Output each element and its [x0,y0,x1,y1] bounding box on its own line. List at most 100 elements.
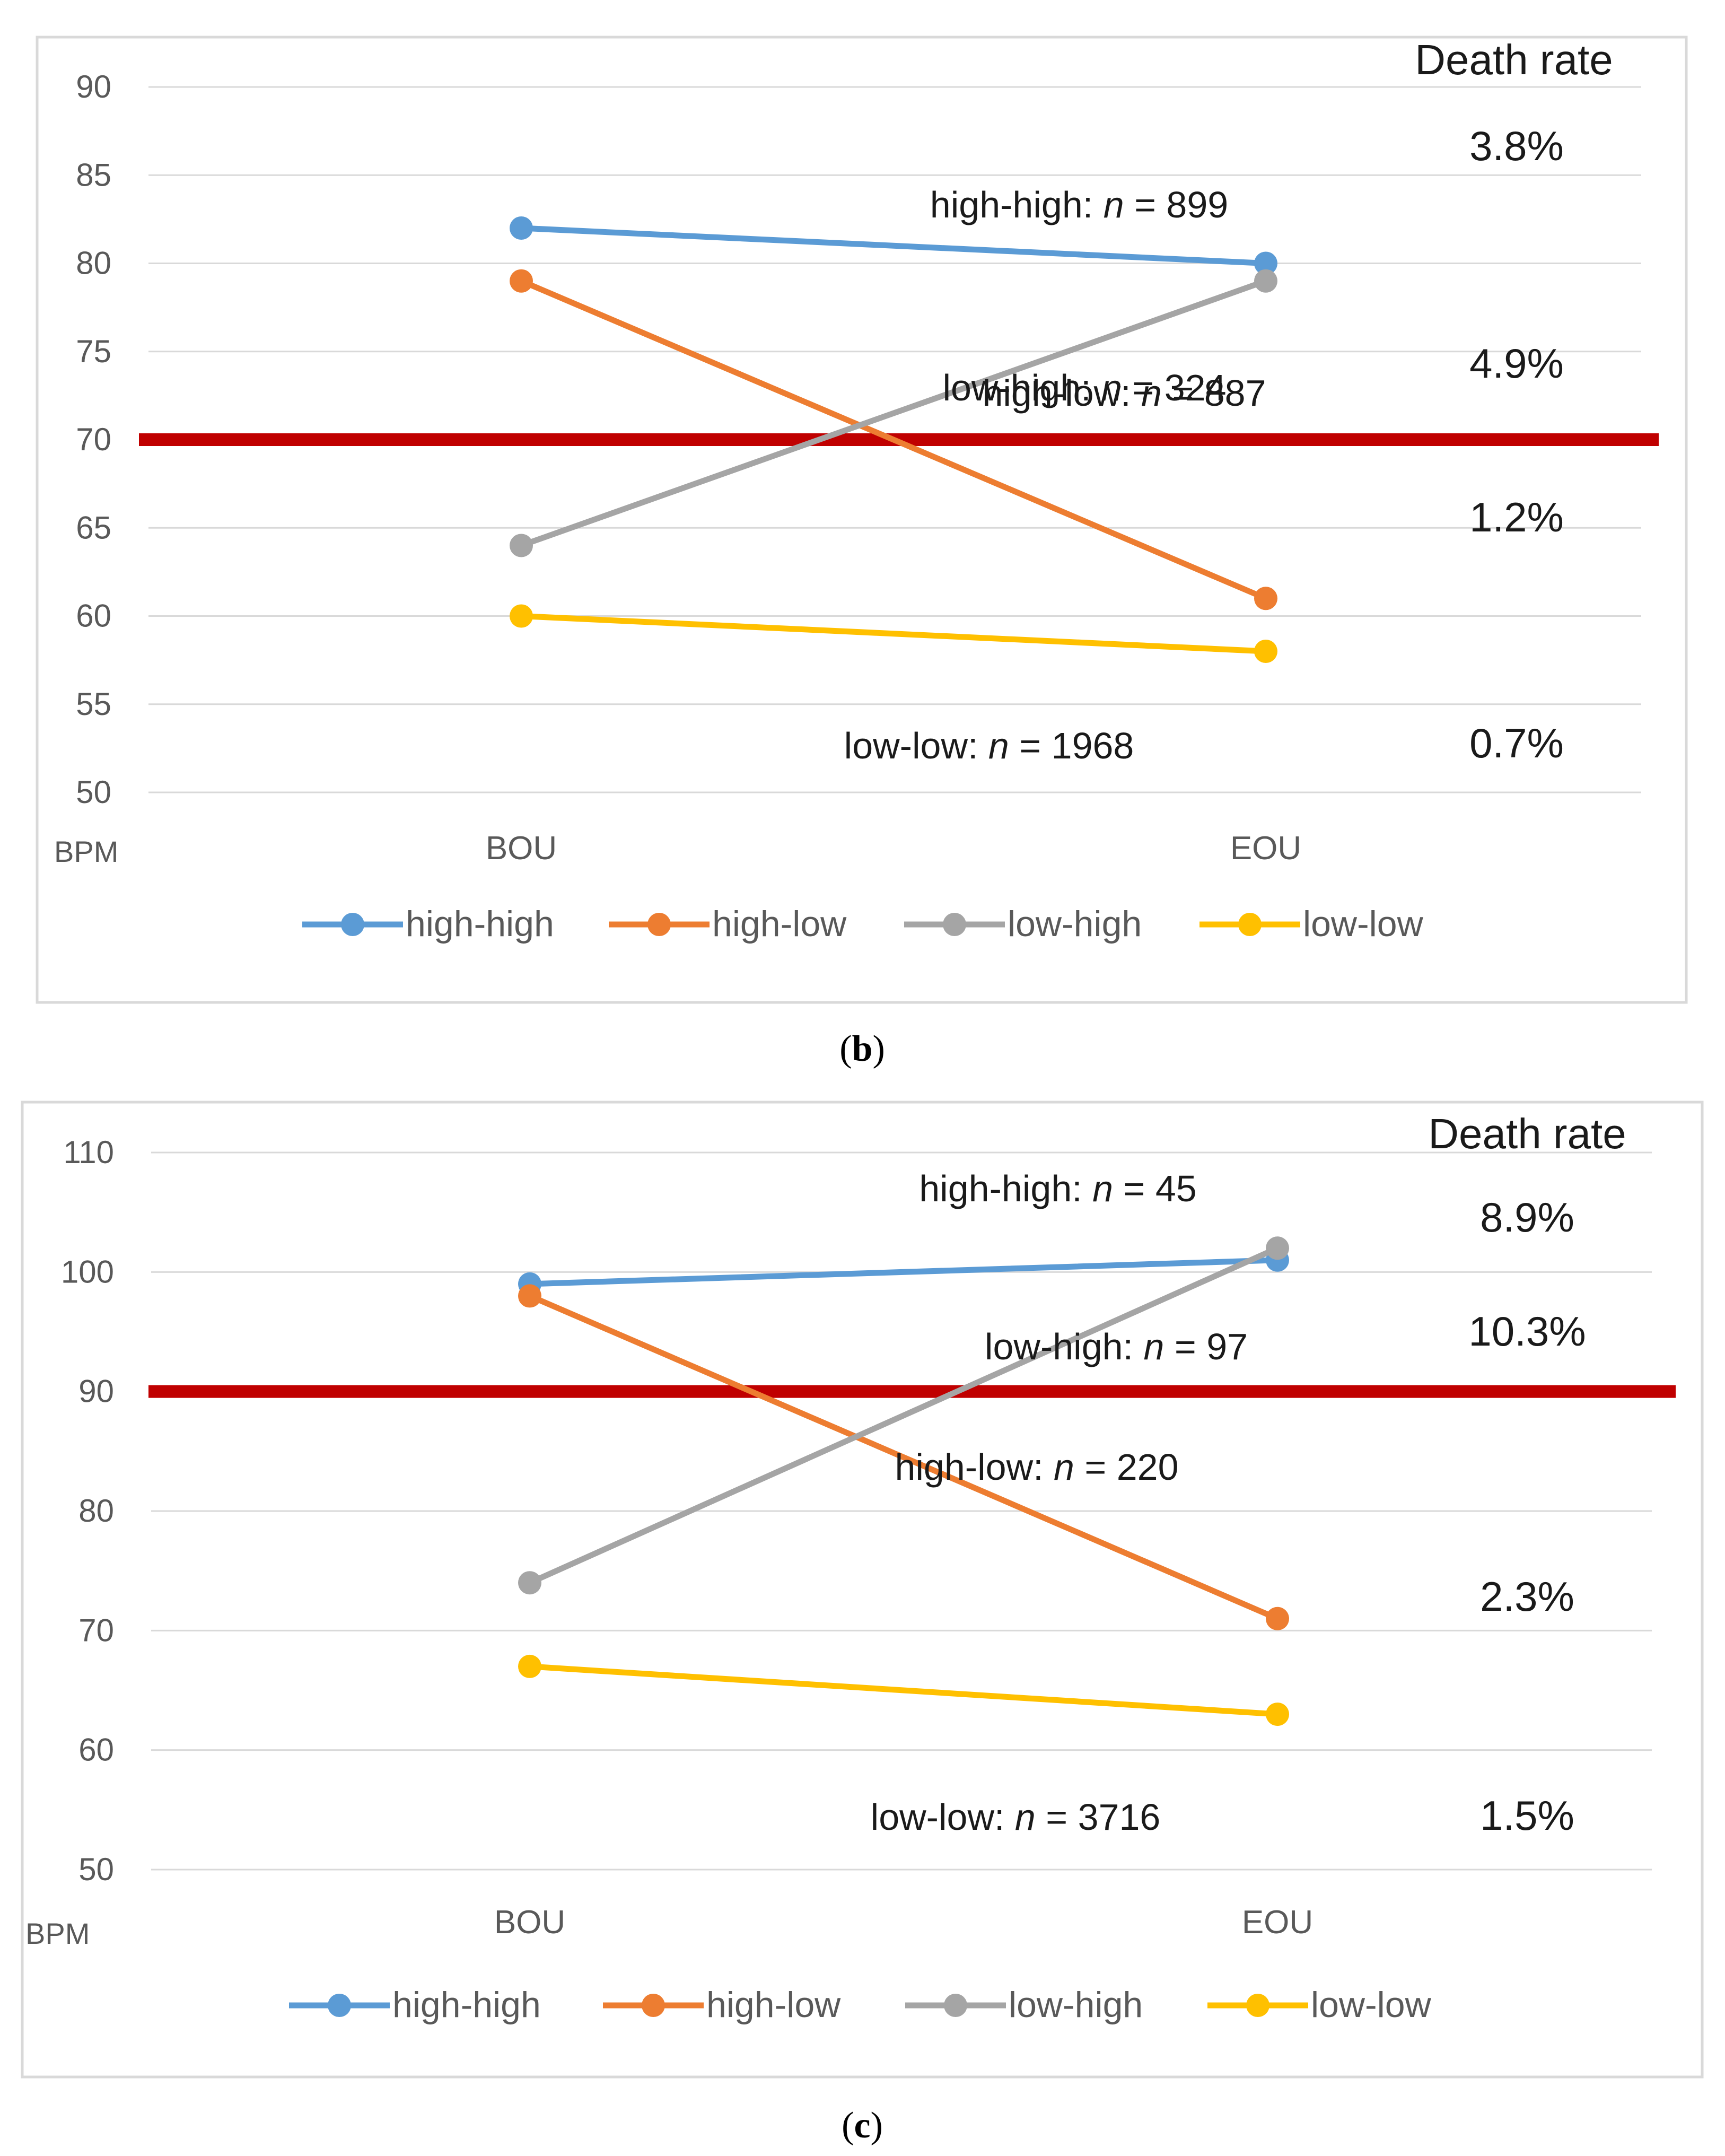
panel-c-point-low-high-bou [518,1571,541,1595]
panel-b-annotation-n-value: = 1968 [1009,725,1134,766]
panel-b-annotation-high-high: high-high: n = 899 [930,184,1228,225]
panel-b-y-tick-label: 80 [76,246,111,281]
panel-c-annotation-n-symbol: n [1054,1446,1074,1488]
panel-b-annotation-label: high-low: [982,372,1141,414]
panel-c-y-tick-label: 60 [78,1732,114,1768]
panel-c-caption-close: ) [871,2105,883,2146]
panel-c-y-tick-label: 90 [78,1374,114,1409]
panel-b-point-low-low-bou [510,604,533,628]
panel-b-annotation-n-symbol: n [1104,184,1124,225]
panel-c-annotation-n-symbol: n [1092,1168,1113,1209]
panel-c-point-high-low-bou [518,1284,541,1308]
panel-c-annotation-high-high: high-high: n = 45 [919,1168,1196,1209]
panel-b-legend-label-high-low: high-low [712,904,847,944]
panel-c-point-high-low-eou [1266,1607,1289,1630]
panel-c-annotation-n-value: = 220 [1074,1446,1179,1488]
panel-b-chart: 50 55 60 65 70 75 80 85 90 BPM BOU EOU Death rate hig… [54,36,1659,1069]
panel-b-legend-label-low-low: low-low [1303,904,1424,944]
panel-b-point-low-high-bou [510,534,533,557]
panel-b-point-low-low-eou [1254,640,1277,663]
panel-b-y-tick-label: 50 [76,774,111,810]
panel-c-series-line-low-low [527,1663,1281,1717]
panel-b-annotation-low-high: low-high: n = 324 [942,367,1226,408]
panel-b-y-axis-label: BPM [54,835,118,868]
panel-b-annotation-n-symbol: n [1141,372,1162,414]
panel-b-frame [36,36,1688,1004]
panel-b-point-high-high-eou [1254,251,1277,275]
panel-c-legend-swatch-marker-high-high [328,1994,351,2017]
panel-b-death-rate-high-high: 3.8% [1469,123,1564,169]
panel-c-y-tick-label: 80 [78,1493,114,1529]
panel-b-annotation-low-low: low-low: n = 1968 [844,725,1134,766]
panel-b-legend-swatch-marker-low-low [1238,913,1262,936]
panel-c-legend-label-high-low: high-low [706,1985,841,2025]
panel-b-series-line-high-low [518,278,1269,601]
panel-b-caption: (b) [839,1028,885,1069]
panel-c-series-line-low-high [527,1245,1281,1586]
panel-b-y-tick-label: 75 [76,334,111,369]
panel-b-death-rate-header: Death rate [1415,36,1613,83]
panel-c-annotation-label: low-low: [871,1796,1015,1838]
panel-c-y-axis-label: BPM [25,1917,90,1950]
panel-c-x-tick-label: BOU [494,1904,565,1941]
panel-c-annotation-n-value: = 3716 [1036,1796,1161,1838]
panel-b-x-tick-label: EOU [1230,830,1301,867]
panel-b-y-tick-label: 85 [76,157,111,193]
panel-b-annotation-n-symbol: n [988,725,1009,766]
panel-b-series-line-low-high [518,278,1269,548]
panel-c-death-rate-header: Death rate [1428,1110,1626,1157]
panel-c-legend-swatch-marker-high-low [642,1994,665,2017]
panel-c-annotation-n-symbol: n [1015,1796,1036,1838]
panel-c-annotation-high-low: high-low: n = 220 [895,1446,1178,1488]
panel-b-annotation-label: low-high: [942,367,1101,408]
panel-b-series-line-low-low [518,613,1269,654]
panel-c-legend-label-high-high: high-high [392,1985,541,2025]
panel-b-point-high-low-eou [1254,587,1277,610]
panel-b-series-line-high-high [518,225,1269,266]
panel-b-annotation-label: high-high: [930,184,1104,225]
panel-c-x-tick-label: EOU [1242,1904,1313,1941]
panel-b-death-rate-high-low: 1.2% [1469,494,1564,540]
panel-b-death-rate-low-low: 0.7% [1469,720,1564,766]
panel-c-annotation-label: low-high: [985,1326,1144,1367]
panel-b-caption-open: ( [839,1028,852,1069]
panel-c-annotation-n-symbol: n [1144,1326,1164,1367]
panel-b-annotation-n-value: = 899 [1124,184,1229,225]
panel-b-point-high-high-bou [510,216,533,240]
panel-b-legend-label-high-high: high-high [406,904,554,944]
panel-b-point-high-low-bou [510,269,533,293]
panel-c-series-line-high-high [527,1257,1281,1287]
panel-c-point-low-low-bou [518,1654,541,1678]
panel-c-annotation-n-value: = 45 [1113,1168,1197,1209]
panel-c-y-tick-label: 50 [78,1852,114,1887]
panel-b-annotation-n-value: = 887 [1162,372,1266,414]
panel-c-chart: 50 60 70 80 90 100 110 BPM BOU EOU Death rate high-… [25,1110,1676,2146]
panel-c-point-low-low-eou [1266,1703,1289,1726]
panel-b-y-tick-label: 90 [76,69,111,104]
panel-c-caption-letter: c [854,2105,870,2146]
panel-c-annotation-low-low: low-low: n = 3716 [871,1796,1161,1838]
panel-b-caption-close: ) [872,1028,885,1069]
panel-b-y-tick-label: 60 [76,598,111,634]
panel-c-y-tick-label: 100 [61,1254,114,1289]
panel-b-annotation-high-low: high-low: n = 887 [982,372,1266,414]
panel-b-annotation-n-symbol: n [1101,367,1122,408]
panel-c-legend-swatch-marker-low-low [1246,1994,1269,2017]
panel-b-x-tick-label: BOU [486,830,557,867]
panel-c-y-tick-label: 110 [63,1134,114,1170]
panel-c-annotation-n-value: = 97 [1164,1326,1248,1367]
panel-b-point-low-high-eou [1254,269,1277,293]
panel-b-legend-swatch-marker-high-low [647,913,671,936]
panel-c-caption: (c) [842,2105,883,2146]
panel-c-y-tick-label: 70 [78,1612,114,1648]
panel-c-frame [21,1101,1704,2079]
panel-c-legend-label-low-low: low-low [1311,1985,1432,2025]
panel-c-annotation-label: high-high: [919,1168,1092,1209]
panel-c-death-rate-low-low: 1.5% [1480,1792,1574,1839]
panel-c-annotation-low-high: low-high: n = 97 [985,1326,1248,1367]
panel-b-y-tick-label: 65 [76,510,111,545]
panel-c-legend-label-low-high: low-high [1009,1985,1143,2025]
panel-c-death-rate-low-high: 10.3% [1468,1308,1586,1355]
panel-c-point-low-high-eou [1266,1236,1289,1260]
